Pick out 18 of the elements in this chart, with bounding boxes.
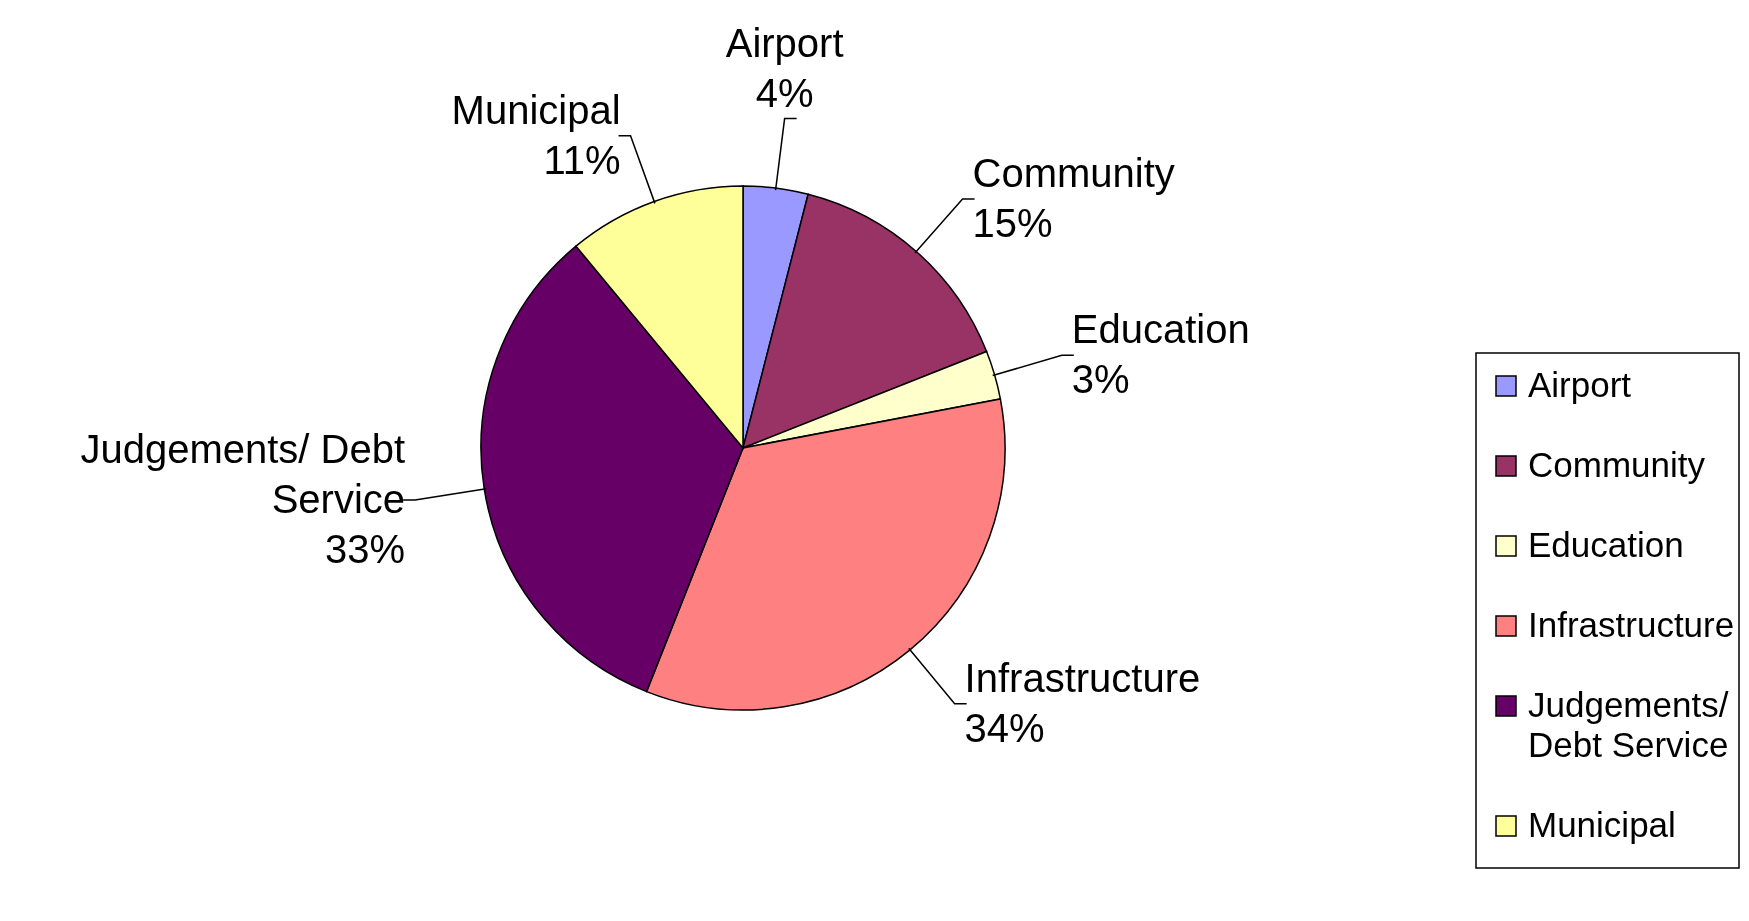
slice-label: Education: [1071, 307, 1250, 352]
data-label: 3%: [1071, 357, 1130, 402]
legend-label: Community: [1528, 445, 1706, 484]
slice-label: Infrastructure: [964, 655, 1201, 700]
data-label: 15%: [972, 200, 1053, 245]
data-label: 34%: [964, 705, 1045, 750]
legend-label: Education: [1528, 525, 1684, 564]
legend-label: Municipal: [1528, 805, 1676, 844]
slice-label: Municipal: [451, 87, 621, 132]
legend-label: Infrastructure: [1528, 605, 1735, 644]
slice-label: Community: [972, 150, 1175, 195]
data-label: 4%: [755, 70, 814, 115]
legend-label: Judgements/ Debt Service: [1528, 685, 1729, 764]
slice-label: Airport: [725, 20, 844, 65]
legend-label: Airport: [1528, 365, 1632, 404]
data-label: 33%: [325, 526, 406, 571]
slice-label: Judgements/ Debt Service: [80, 426, 406, 521]
data-label: 11%: [543, 137, 621, 182]
